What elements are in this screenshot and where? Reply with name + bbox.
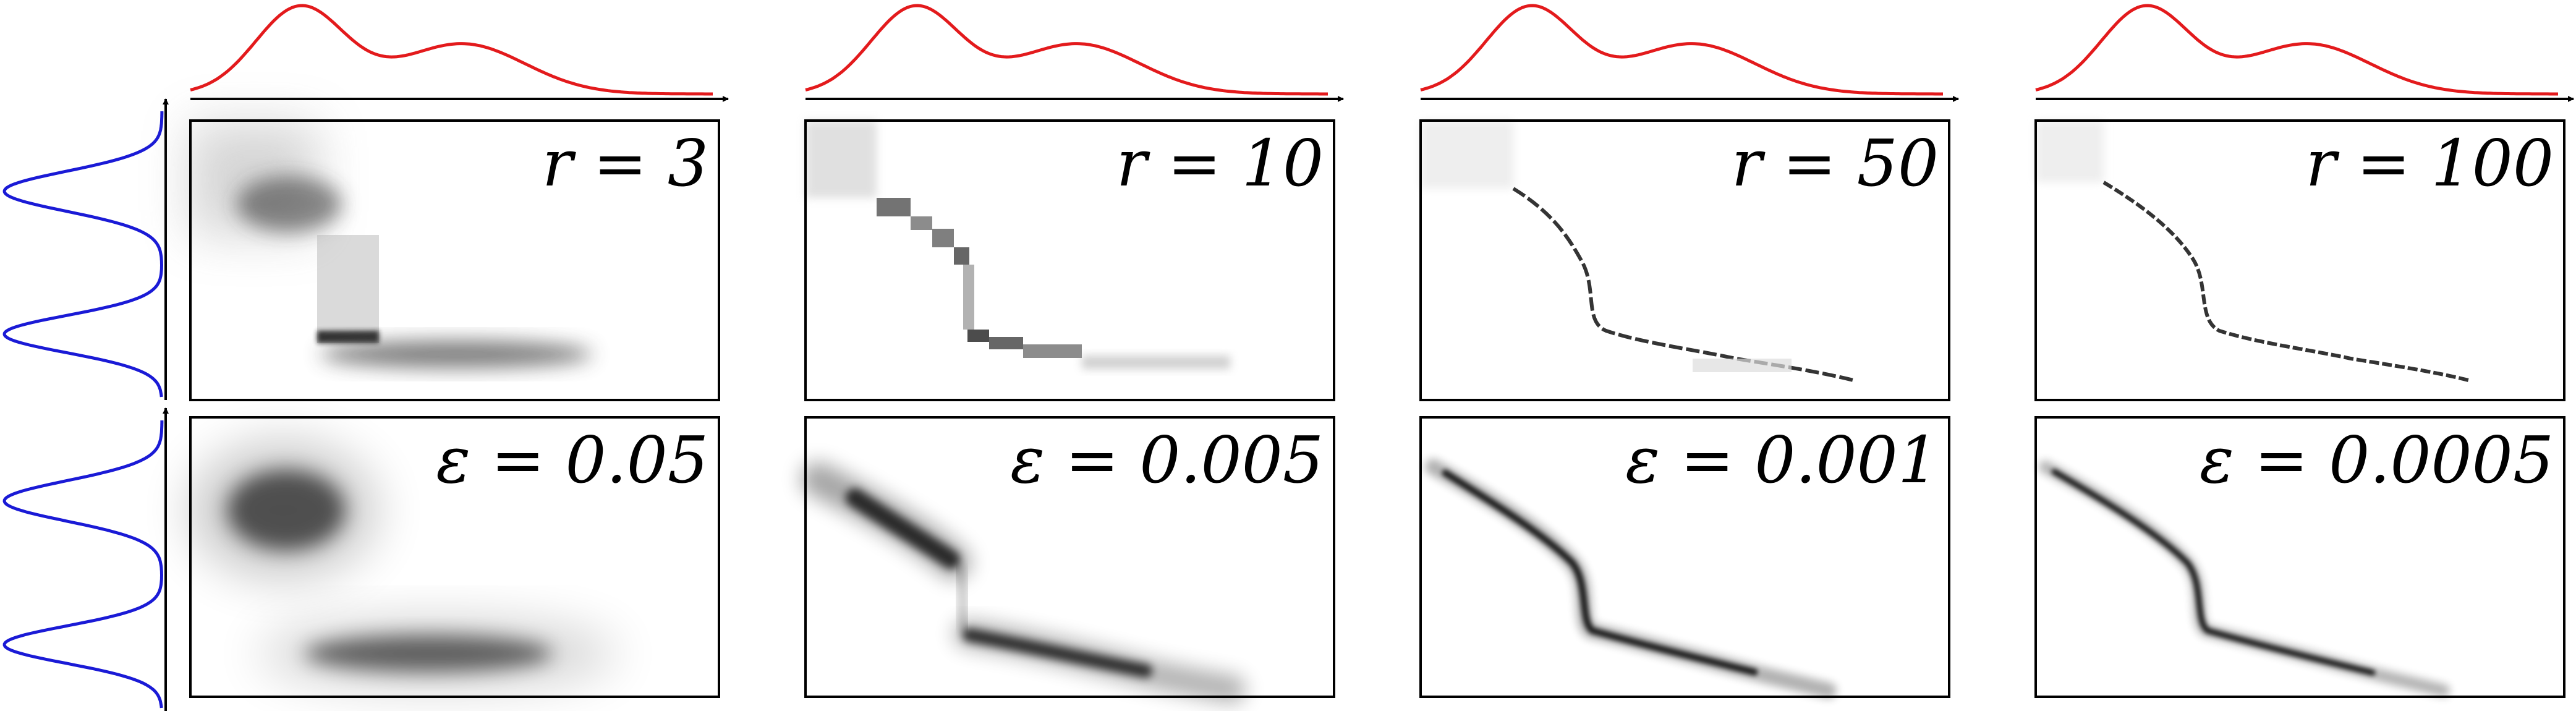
coupling-blocks: [806, 121, 1230, 369]
bottom-row-panels: ε = 0.05 ε = 0.005 ε = 0.001: [189, 416, 2565, 704]
panel-border: [2034, 119, 2565, 401]
panel-epsilon-0.005: ε = 0.005: [801, 416, 1335, 704]
panel-rank-10: r = 10: [804, 119, 1335, 401]
source-marginals: [190, 4, 2574, 102]
panel-border: [804, 416, 1335, 698]
coupling-curve: [1421, 121, 1854, 382]
target-density-curve: [2, 420, 164, 709]
coupling-curve: [2039, 461, 2450, 697]
coupling-blocks: [190, 124, 592, 368]
source-marginal-3: [1420, 4, 1959, 102]
panel-border: [2034, 416, 2565, 698]
panel-border: [189, 119, 720, 401]
panel-label: r = 50: [1732, 126, 1939, 201]
panel-label: ε = 0.05: [436, 422, 708, 498]
target-marginals: [2, 98, 169, 711]
panel-label: ε = 0.005: [1010, 422, 1324, 498]
panel-border: [804, 119, 1335, 401]
target-density-curve: [2, 111, 164, 398]
panel-label: ε = 0.001: [1625, 422, 1939, 498]
source-density-curve: [1420, 4, 1943, 96]
panel-label: ε = 0.0005: [2200, 422, 2554, 498]
panel-border: [1419, 416, 1950, 698]
panel-border: [1419, 119, 1950, 401]
source-density-curve: [2035, 4, 2558, 96]
panel-rank-3: r = 3: [189, 119, 720, 401]
source-density-curve: [190, 4, 713, 96]
panel-label: r = 3: [542, 126, 708, 201]
panel-rank-100: r = 100: [2034, 119, 2565, 401]
target-marginal-2: [2, 407, 169, 711]
coupling-blobs: [190, 442, 617, 688]
source-marginal-1: [190, 4, 729, 102]
panel-epsilon-0.001: ε = 0.001: [1419, 416, 1950, 699]
source-marginal-2: [805, 4, 1344, 102]
source-marginal-4: [2035, 4, 2574, 102]
panel-border: [189, 416, 720, 698]
panel-epsilon-0.0005: ε = 0.0005: [2034, 416, 2565, 698]
panel-epsilon-0.05: ε = 0.05: [189, 416, 720, 698]
panel-rank-50: r = 50: [1419, 119, 1950, 401]
coupling-curve: [2036, 121, 2469, 382]
top-row-panels: r = 3 r = 10: [189, 119, 2565, 401]
coupling-curve: [801, 462, 1246, 704]
source-density-curve: [805, 4, 1328, 96]
panel-label: r = 10: [1116, 126, 1324, 201]
coupling-curve: [1425, 459, 1837, 699]
target-marginal-1: [2, 98, 169, 400]
panel-label: r = 100: [2306, 126, 2554, 201]
